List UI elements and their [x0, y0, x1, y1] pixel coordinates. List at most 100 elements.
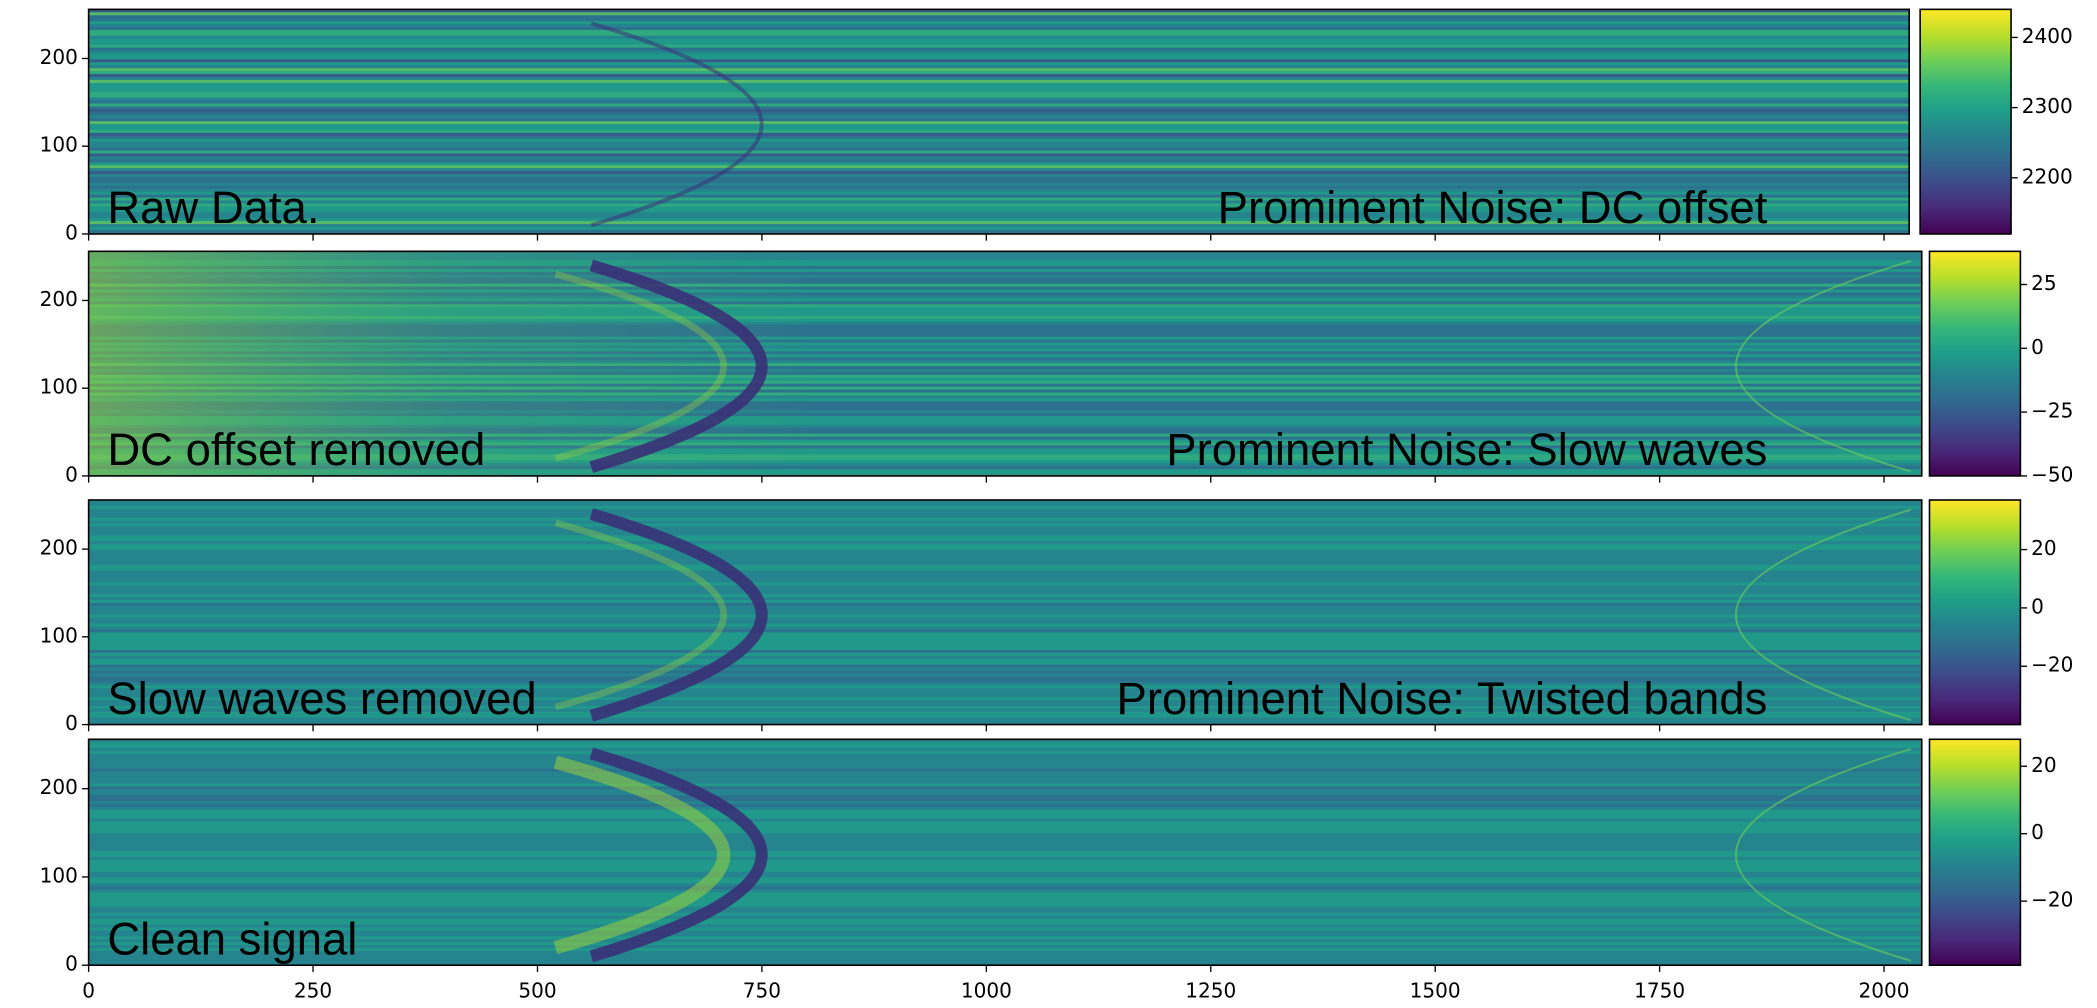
colorbar-tick-label: 2200	[2022, 164, 2073, 188]
colorbar-tick-label: 20	[2031, 536, 2057, 560]
heatmap-stripe	[88, 77, 1910, 81]
y-tick-label: 100	[40, 863, 78, 887]
heatmap-stripe	[88, 212, 1910, 216]
heatmap-stripe	[88, 112, 1910, 116]
colorbar	[1928, 499, 2022, 726]
heatmap-stripe	[88, 924, 1922, 928]
colorbar	[1919, 8, 2012, 235]
arc-faint	[1734, 508, 1912, 722]
heatmap-stripe	[88, 906, 1922, 911]
annotation: Prominent Noise: DC offset	[1218, 182, 1768, 233]
heatmap-stripe	[88, 71, 1910, 75]
heatmap-stripe	[88, 862, 1922, 866]
heatmap-stripe	[88, 915, 1922, 919]
heatmap-stripe	[88, 582, 1922, 586]
annotation: DC offset removed	[107, 424, 485, 475]
heatmap-stripe	[88, 18, 1910, 22]
heatmap-stripe	[88, 868, 1922, 872]
heatmap-stripe	[88, 883, 1922, 887]
heatmap-stripe	[88, 865, 1922, 869]
heatmap-stripe	[88, 667, 1922, 671]
heatmap-stripe	[88, 511, 1922, 515]
heatmap-stripe	[88, 717, 1922, 721]
heatmap-stripe	[88, 611, 1922, 615]
heatmap-stripe	[88, 79, 1910, 84]
x-tick-label: 1500	[1410, 978, 1461, 1002]
heatmap-stripe	[88, 165, 1910, 169]
heatmap-stripe	[88, 685, 1922, 689]
heatmap-stripe	[88, 956, 1922, 961]
y-tick-label: 0	[65, 952, 78, 976]
heatmap-stripe	[88, 720, 1922, 724]
heatmap-stripe	[88, 27, 1910, 31]
heatmap-stripe	[88, 132, 1910, 136]
heatmap-stripe	[88, 544, 1922, 548]
colorbar-tick-label: 0	[2031, 820, 2044, 844]
heatmap-stripe	[88, 541, 1922, 545]
heatmap-stripe	[88, 32, 1910, 36]
heatmap-stripe	[88, 138, 1910, 142]
heatmap-stripe	[88, 771, 1922, 775]
panel: 0 100 200 DC offset removed Prominent Noise:…	[40, 250, 2073, 486]
heatmap-stripe	[88, 529, 1922, 533]
heatmap-stripe	[88, 38, 1910, 42]
heatmap-stripe	[88, 942, 1922, 946]
heatmap-tint	[88, 251, 1922, 476]
heatmap-stripe	[88, 200, 1910, 204]
heatmap-stripe	[88, 555, 1922, 559]
heatmap-stripe	[88, 691, 1922, 695]
heatmap-stripe	[88, 892, 1922, 896]
heatmap-stripe	[88, 629, 1922, 633]
heatmap-stripe	[88, 608, 1922, 612]
heatmap-stripe	[88, 676, 1922, 680]
heatmap-stripe	[88, 909, 1922, 913]
heatmap-stripe	[88, 118, 1910, 122]
heatmap-stripe	[88, 41, 1910, 45]
y-tick-label: 0	[65, 711, 78, 735]
heatmap-stripe	[88, 194, 1910, 198]
heatmap-stripe	[88, 570, 1922, 574]
heatmap-stripe	[88, 24, 1910, 28]
heatmap-stripe	[88, 886, 1922, 890]
heatmap-stripe	[88, 129, 1910, 134]
heatmap-stripe	[88, 508, 1922, 512]
heatmap-stripe	[88, 774, 1922, 778]
heatmap-stripe	[88, 874, 1922, 878]
heatmap-stripe	[88, 103, 1910, 107]
y-tick-label: 100	[40, 623, 78, 647]
y-tick-label: 0	[65, 462, 78, 486]
arc-glow	[553, 755, 731, 955]
heatmap-stripe	[88, 552, 1922, 557]
heatmap-stripe	[88, 188, 1910, 192]
heatmap-stripe	[88, 44, 1910, 48]
heatmap-stripe	[88, 635, 1922, 639]
heatmap-stripe	[88, 912, 1922, 916]
heatmap-stripe	[88, 845, 1922, 849]
heatmap-stripe	[88, 679, 1922, 683]
heatmap-stripe	[88, 688, 1922, 692]
y-tick-label: 200	[40, 775, 78, 799]
heatmap-stripe	[88, 673, 1922, 677]
annotation: Clean signal	[107, 914, 357, 965]
colorbar-tick-label: −50	[2031, 462, 2073, 486]
heatmap-stripe	[88, 182, 1910, 186]
heatmap-stripe	[88, 121, 1910, 125]
heatmap-stripe	[88, 708, 1922, 712]
heatmap-stripe	[88, 880, 1922, 884]
arc	[589, 508, 768, 722]
heatmap-stripe	[88, 221, 1910, 225]
heatmap-stripe	[88, 56, 1910, 60]
heatmap-stripe	[88, 567, 1922, 571]
heatmap-stripe	[88, 783, 1922, 787]
heatmap-stripe	[88, 203, 1910, 207]
heatmap-stripe	[88, 561, 1922, 565]
heatmap-image	[88, 739, 1922, 966]
heatmap-stripe	[88, 851, 1922, 855]
heatmap-stripe	[88, 94, 1910, 98]
heatmap-stripe	[88, 792, 1922, 796]
heatmap-stripe	[88, 535, 1922, 539]
x-tick-label: 750	[743, 978, 781, 1002]
colorbar	[1928, 738, 2022, 967]
heatmap-stripe	[88, 644, 1922, 648]
